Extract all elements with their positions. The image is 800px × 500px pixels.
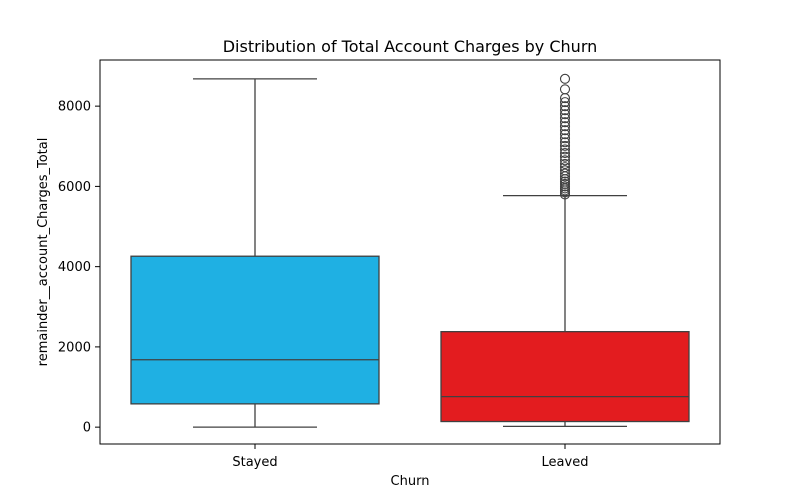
outlier-point <box>559 97 571 108</box>
plot-frame <box>99 59 721 445</box>
y-tick-label: 0 <box>83 421 91 436</box>
outlier-point <box>559 181 571 192</box>
outlier-point <box>559 105 571 116</box>
outlier-point <box>559 178 571 190</box>
outlier-point <box>559 137 571 148</box>
outlier-point <box>559 148 571 159</box>
x-axis: Stayed Leaved <box>232 444 588 470</box>
box-group-leaved <box>440 73 690 427</box>
y-axis-label: remainder__account_Charges_Total <box>36 138 51 367</box>
plot-area <box>130 73 690 428</box>
y-tick-label: 2000 <box>58 340 91 355</box>
outlier-point <box>559 129 571 140</box>
y-axis: 0 2000 4000 6000 8000 <box>58 100 100 436</box>
outlier-point <box>559 168 571 179</box>
outlier-point <box>559 165 571 176</box>
outlier-point <box>559 144 571 155</box>
x-tick-label: Stayed <box>232 455 277 470</box>
outlier-point <box>559 155 571 166</box>
outlier-point <box>559 140 571 151</box>
outlier-point <box>559 113 571 124</box>
iqr-box <box>130 255 380 405</box>
outlier-point <box>559 176 571 187</box>
x-axis-label: Churn <box>391 474 430 489</box>
x-tick-label: Leaved <box>542 455 589 470</box>
outlier-point <box>559 117 571 128</box>
y-tick-label: 8000 <box>58 100 91 115</box>
outlier-point <box>559 73 571 84</box>
outlier-point <box>559 133 571 144</box>
outlier-point <box>559 101 571 112</box>
outlier-point <box>559 158 571 169</box>
y-tick-label: 6000 <box>58 180 91 195</box>
outlier-point <box>559 109 571 120</box>
outlier-point <box>559 84 571 95</box>
box-group-stayed <box>130 78 380 428</box>
outlier-point <box>559 125 571 136</box>
chart-title: Distribution of Total Account Charges by… <box>223 37 598 56</box>
outlier-point <box>559 121 571 132</box>
y-tick-label: 4000 <box>58 260 91 275</box>
iqr-box <box>440 330 690 423</box>
outlier-point <box>559 151 571 162</box>
outlier-point <box>559 162 571 173</box>
